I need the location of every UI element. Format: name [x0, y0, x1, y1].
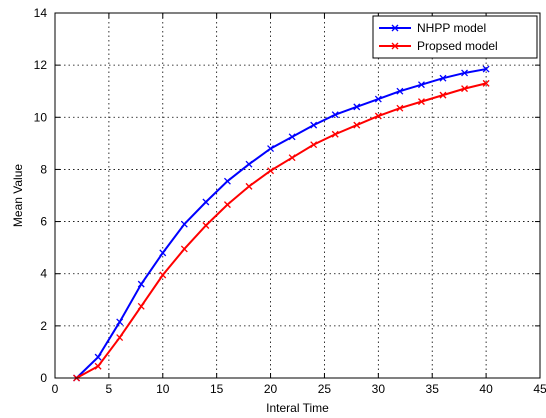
data-point-marker — [374, 112, 382, 120]
data-point-marker — [159, 249, 167, 257]
x-tick-label: 10 — [156, 382, 170, 396]
legend-swatch-marker — [391, 42, 399, 50]
data-point-marker — [353, 121, 361, 129]
data-point-marker — [461, 85, 469, 93]
data-point-marker — [439, 74, 447, 82]
data-point-marker — [94, 362, 102, 370]
data-point-marker — [202, 222, 210, 229]
data-point-marker — [396, 104, 404, 112]
data-point-marker — [245, 160, 253, 168]
legend-box — [372, 15, 538, 59]
data-point-marker — [310, 141, 318, 149]
data-point-marker — [137, 302, 145, 310]
data-point-marker — [331, 111, 339, 119]
x-tick-label: 0 — [52, 382, 59, 396]
data-point-marker — [159, 271, 167, 279]
data-point-marker — [417, 81, 425, 89]
data-point-marker — [331, 130, 339, 138]
series-line — [75, 68, 487, 379]
y-tick-label: 0 — [40, 371, 47, 385]
legend-item: NHPP model — [379, 21, 486, 35]
legend-swatch-marker — [391, 24, 399, 32]
y-tick-label: 8 — [40, 162, 47, 176]
data-point-marker — [223, 201, 231, 209]
data-point-marker — [223, 177, 231, 185]
data-point-marker — [417, 98, 425, 106]
y-tick-label: 2 — [40, 319, 47, 333]
x-tick-label: 15 — [210, 382, 224, 396]
x-tick-label: 35 — [426, 382, 440, 396]
legend-item: Propsed model — [379, 39, 498, 53]
data-point-marker — [180, 220, 188, 228]
data-point-marker — [396, 87, 404, 95]
x-tick-label: 30 — [372, 382, 386, 396]
series-2 — [73, 79, 490, 382]
x-tick-label: 5 — [106, 382, 113, 396]
x-tick-label: 45 — [533, 382, 546, 396]
y-tick-label: 14 — [34, 6, 48, 20]
series-line — [76, 82, 487, 379]
data-point-marker — [482, 79, 490, 87]
data-point-marker — [116, 318, 124, 326]
data-point-marker — [180, 245, 188, 253]
legend-label: NHPP model — [417, 21, 486, 35]
x-tick-label: 40 — [479, 382, 493, 396]
plot-frame — [54, 12, 541, 379]
plot-area — [55, 13, 540, 378]
y-tick-label: 4 — [40, 267, 47, 281]
x-axis-title: Interal Time — [266, 401, 329, 415]
data-point-marker — [310, 121, 318, 129]
y-tick-label: 10 — [34, 110, 48, 124]
data-point-marker — [116, 334, 124, 342]
data-point-marker — [202, 198, 210, 206]
data-point-marker — [374, 95, 382, 103]
y-tick-label: 12 — [34, 58, 48, 72]
data-point-marker — [267, 145, 275, 153]
y-tick-label: 6 — [40, 215, 47, 229]
data-point-marker — [288, 133, 296, 141]
y-axis-title: Mean Value — [11, 164, 25, 227]
data-point-marker — [461, 69, 469, 77]
data-point-marker — [353, 103, 361, 111]
data-point-marker — [94, 353, 102, 361]
x-tick-label: 25 — [318, 382, 332, 396]
legend: NHPP model Propsed model — [372, 15, 538, 59]
data-point-marker — [439, 91, 447, 99]
legend-label: Propsed model — [417, 39, 498, 53]
data-point-marker — [267, 167, 275, 175]
x-tick-labels: 0 5 10 15 20 25 30 35 40 45 — [52, 382, 546, 396]
x-tick-label: 20 — [264, 382, 278, 396]
data-series — [73, 65, 490, 382]
data-point-marker — [288, 154, 296, 162]
data-point-marker — [482, 65, 490, 73]
data-point-marker — [245, 182, 253, 190]
y-tick-labels: 0 2 4 6 8 10 12 14 — [34, 6, 48, 385]
data-point-marker — [137, 280, 145, 288]
